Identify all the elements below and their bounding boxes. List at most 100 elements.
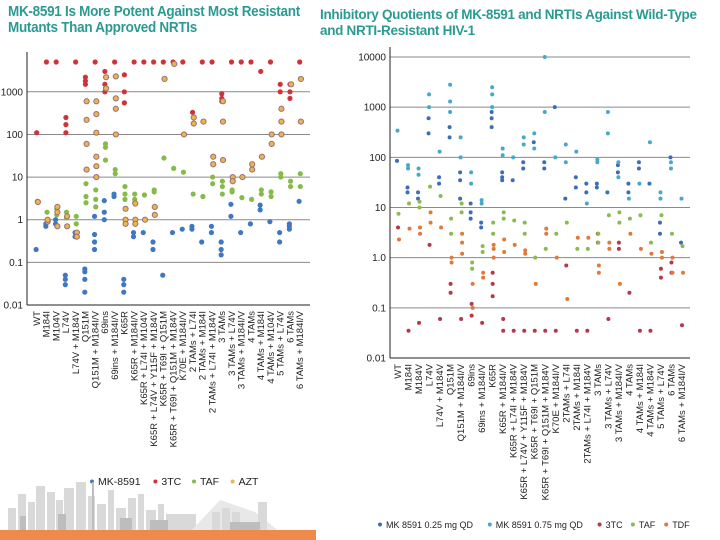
data-point-mk-8591 (82, 266, 88, 272)
x-category-label: K65R (488, 364, 499, 388)
data-point-mk-8591-0-75-mg-qd (626, 196, 631, 201)
x-category-label: L74V (61, 310, 72, 333)
data-point-mk-8591 (179, 226, 185, 232)
data-point-azt (64, 223, 71, 230)
data-point-mk-8591-0-25-mg-qd (573, 185, 578, 190)
data-point-mk-8591 (199, 239, 205, 245)
data-point-mk-8591-0-75-mg-qd (532, 146, 537, 151)
data-point-mk-8591-0-75-mg-qd (553, 155, 558, 160)
x-category-label: K70E + M184I/V (551, 363, 562, 433)
data-point-mk-8591 (208, 229, 215, 236)
data-point-3tc (160, 59, 166, 65)
data-point-mk-8591-0-25-mg-qd (521, 160, 526, 165)
data-point-mk-8591 (52, 217, 59, 223)
x-category-label: 69ins (467, 364, 478, 387)
data-point-3tc (574, 328, 579, 333)
data-point-mk-8591-0-75-mg-qd (647, 140, 652, 145)
x-category-label: K70E + M184I/V (178, 310, 189, 380)
x-category-label: 4 TAMs + M184I (256, 311, 267, 380)
data-point-taf (606, 213, 611, 218)
x-category-label: 6 TAMs (666, 364, 677, 396)
data-point-taf (239, 195, 245, 201)
data-point-3tc (627, 290, 632, 295)
data-point-3tc (219, 91, 225, 97)
data-point-3tc (511, 328, 516, 333)
data-point-taf (501, 216, 506, 221)
data-point-mk-8591 (160, 272, 166, 278)
data-point-mk-8591-0-25-mg-qd (542, 166, 547, 171)
data-point-tdf (502, 237, 507, 242)
data-point-taf (132, 191, 138, 197)
data-point-3tc (648, 328, 653, 333)
data-point-tdf (491, 246, 496, 251)
data-point-mk-8591 (121, 289, 127, 295)
x-category-label: 3 TAMs + L74V (603, 363, 614, 429)
x-category-label: Q151M (81, 311, 92, 342)
x-category-label: Q151M + M184I/V (90, 310, 101, 388)
data-point-mk-8591 (101, 198, 107, 204)
x-category-label: K65R + L74V + Y115F + M184V (149, 310, 160, 446)
data-point-azt (249, 161, 256, 168)
data-point-taf (533, 255, 538, 260)
data-point-mk-8591-0-25-mg-qd (437, 181, 442, 186)
x-category-label: 3 TAMs (217, 311, 228, 343)
data-point-mk-8591-0-25-mg-qd (395, 158, 399, 163)
data-point-taf (459, 210, 464, 215)
data-point-taf (122, 183, 128, 190)
data-point-mk-8591-0-75-mg-qd (584, 201, 589, 206)
data-point-tdf (596, 270, 601, 275)
data-point-3tc (63, 130, 69, 136)
data-point-3tc (448, 281, 453, 286)
data-point-mk-8591-0-25-mg-qd (405, 185, 410, 190)
data-point-azt (297, 75, 304, 83)
data-point-3tc (606, 316, 611, 321)
data-point-mk-8591-0-25-mg-qd (426, 131, 431, 136)
data-point-taf (617, 220, 622, 225)
data-point-mk-8591-0-25-mg-qd (489, 116, 494, 121)
data-point-3tc (43, 59, 50, 65)
data-point-taf (596, 231, 601, 236)
data-point-mk-8591 (62, 282, 68, 288)
data-point-mk-8591 (121, 282, 127, 288)
data-point-taf (491, 220, 496, 225)
data-point-taf (161, 155, 167, 161)
legend-marker (378, 522, 382, 527)
data-point-mk-8591-0-75-mg-qd (427, 105, 432, 110)
data-point-tdf (544, 226, 549, 231)
data-point-azt (83, 140, 90, 148)
data-point-3tc (63, 122, 69, 128)
legend-label: TAF (200, 476, 219, 488)
data-point-mk-8591-0-25-mg-qd (479, 225, 484, 230)
data-point-mk-8591 (218, 252, 224, 258)
data-point-mk-8591 (82, 289, 88, 295)
data-point-tdf (670, 255, 675, 260)
data-point-taf (268, 193, 274, 200)
data-point-mk-8591-0-25-mg-qd (479, 220, 484, 225)
data-point-mk-8591 (150, 239, 156, 245)
y-tick-label: 1000 (1, 87, 24, 98)
data-point-3tc (287, 89, 293, 95)
data-point-mk-8591-0-25-mg-qd (573, 175, 578, 180)
data-point-mk-8591-0-75-mg-qd (511, 155, 516, 160)
data-point-taf (102, 141, 109, 147)
x-category-label: 4 TAMs + M104V (266, 310, 277, 383)
x-category-label: L74V + M184V (71, 310, 82, 374)
data-point-3tc (199, 59, 205, 65)
data-point-3tc (469, 313, 474, 318)
y-tick-label: 0.01 (367, 354, 387, 365)
right-chart-title: Inhibitory Quotients of MK-8591 and NRTI… (320, 7, 697, 38)
data-point-3tc (209, 59, 215, 65)
data-point-azt (132, 220, 139, 227)
data-point-azt (278, 118, 285, 125)
data-point-azt (54, 209, 61, 216)
data-point-taf (200, 193, 206, 200)
data-point-taf (522, 220, 527, 225)
data-point-mk-8591-0-75-mg-qd (448, 110, 453, 115)
x-category-label: 6 TAMs + M184I/V (677, 363, 688, 442)
data-point-azt (210, 153, 217, 160)
legend-marker (153, 479, 158, 484)
y-tick-label: 10 (12, 173, 24, 184)
data-point-taf (585, 246, 590, 251)
data-point-mk-8591-0-25-mg-qd (615, 170, 620, 175)
data-point-taf (93, 204, 99, 210)
